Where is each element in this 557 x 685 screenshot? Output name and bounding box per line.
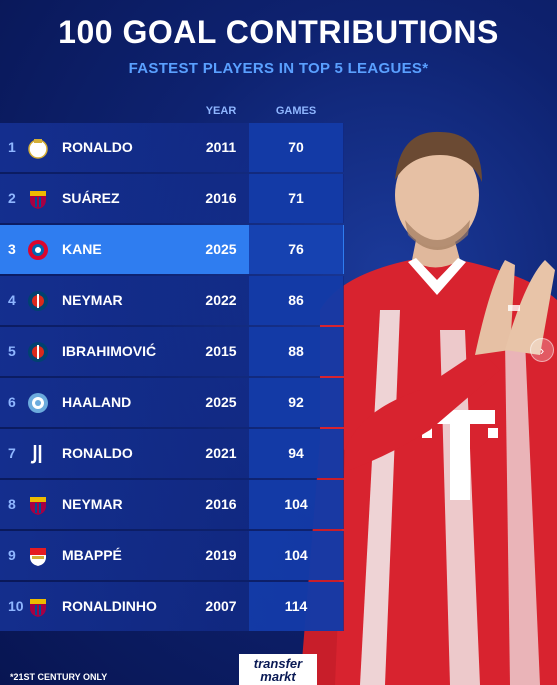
player-name: HAALAND <box>62 394 132 410</box>
monaco-badge-icon <box>30 548 46 566</box>
year-value: 2025 <box>205 241 237 257</box>
barcelona-badge-icon <box>30 599 46 617</box>
games-value: 76 <box>249 225 343 274</box>
table-row: 4 NEYMAR 2022 86 <box>0 276 344 325</box>
player-name: NEYMAR <box>62 292 123 308</box>
year-value: 2016 <box>205 496 237 512</box>
games-value: 88 <box>249 327 343 376</box>
player-name: RONALDINHO <box>62 598 157 614</box>
rank-number: 6 <box>8 394 16 410</box>
year-value: 2007 <box>205 598 237 614</box>
real-madrid-badge-icon <box>28 139 48 159</box>
games-value: 114 <box>249 582 343 631</box>
year-value: 2022 <box>205 292 237 308</box>
games-value: 86 <box>249 276 343 325</box>
table-row: 7 RONALDO 2021 94 <box>0 429 344 478</box>
page-subtitle: FASTEST PLAYERS IN TOP 5 LEAGUES* <box>128 60 429 77</box>
table-row: 10 RONALDINHO 2007 114 <box>0 582 344 631</box>
year-value: 2021 <box>205 445 237 461</box>
rank-number: 7 <box>8 445 16 461</box>
player-name: SUÁREZ <box>62 190 120 206</box>
next-slide-button[interactable]: › <box>530 338 554 362</box>
player-photo <box>300 131 557 685</box>
transfermarkt-logo: transfer markt <box>239 654 317 685</box>
table-row: 1 RONALDO 2011 70 <box>0 123 344 172</box>
page-title: 100 GOAL CONTRIBUTIONS <box>58 14 499 50</box>
player-name: NEYMAR <box>62 496 123 512</box>
games-value: 70 <box>249 123 343 172</box>
games-value: 104 <box>249 480 343 529</box>
psg-badge-icon <box>28 342 48 362</box>
games-value: 94 <box>249 429 343 478</box>
player-name: RONALDO <box>62 139 133 155</box>
rank-number: 2 <box>8 190 16 206</box>
logo-line1: transfer <box>253 656 303 671</box>
table-row: 6 HAALAND 2025 92 <box>0 378 344 427</box>
player-name: IBRAHIMOVIĆ <box>62 343 157 359</box>
year-value: 2019 <box>205 547 237 563</box>
barcelona-badge-icon <box>30 497 46 515</box>
year-column-header: YEAR <box>205 105 237 117</box>
year-value: 2025 <box>205 394 237 410</box>
games-value: 104 <box>249 531 343 580</box>
rank-number: 1 <box>8 139 16 155</box>
table-row: 3 KANE 2025 76 <box>0 225 344 274</box>
games-value: 71 <box>249 174 343 223</box>
table-row: 5 IBRAHIMOVIĆ 2015 88 <box>0 327 344 376</box>
rank-number: 9 <box>8 547 16 563</box>
juventus-badge-icon <box>30 445 42 464</box>
games-value: 92 <box>249 378 343 427</box>
rank-number: 5 <box>8 343 16 359</box>
rank-number: 8 <box>8 496 16 512</box>
rank-number: 4 <box>8 292 16 308</box>
player-name: MBAPPÉ <box>62 547 122 563</box>
ranking-table: 1 RONALDO 2011 70 2 SUÁREZ 2016 71 3 KANE 2025 76 4 N… <box>0 123 344 633</box>
logo-line2: markt <box>260 669 296 684</box>
psg-badge-icon <box>28 291 48 311</box>
player-name: RONALDO <box>62 445 133 461</box>
player-name: KANE <box>62 241 102 257</box>
barcelona-badge-icon <box>30 191 46 209</box>
bayern-badge-icon <box>28 240 48 260</box>
table-row: 2 SUÁREZ 2016 71 <box>0 174 344 223</box>
man-city-badge-icon <box>28 393 48 413</box>
footnote: *21ST CENTURY ONLY <box>10 672 108 682</box>
year-value: 2015 <box>205 343 237 359</box>
rank-number: 3 <box>8 241 16 257</box>
rank-number: 10 <box>8 598 24 614</box>
year-value: 2011 <box>205 139 237 155</box>
table-row: 8 NEYMAR 2016 104 <box>0 480 344 529</box>
year-value: 2016 <box>205 190 237 206</box>
games-column-header: GAMES <box>275 105 317 117</box>
table-row: 9 MBAPPÉ 2019 104 <box>0 531 344 580</box>
